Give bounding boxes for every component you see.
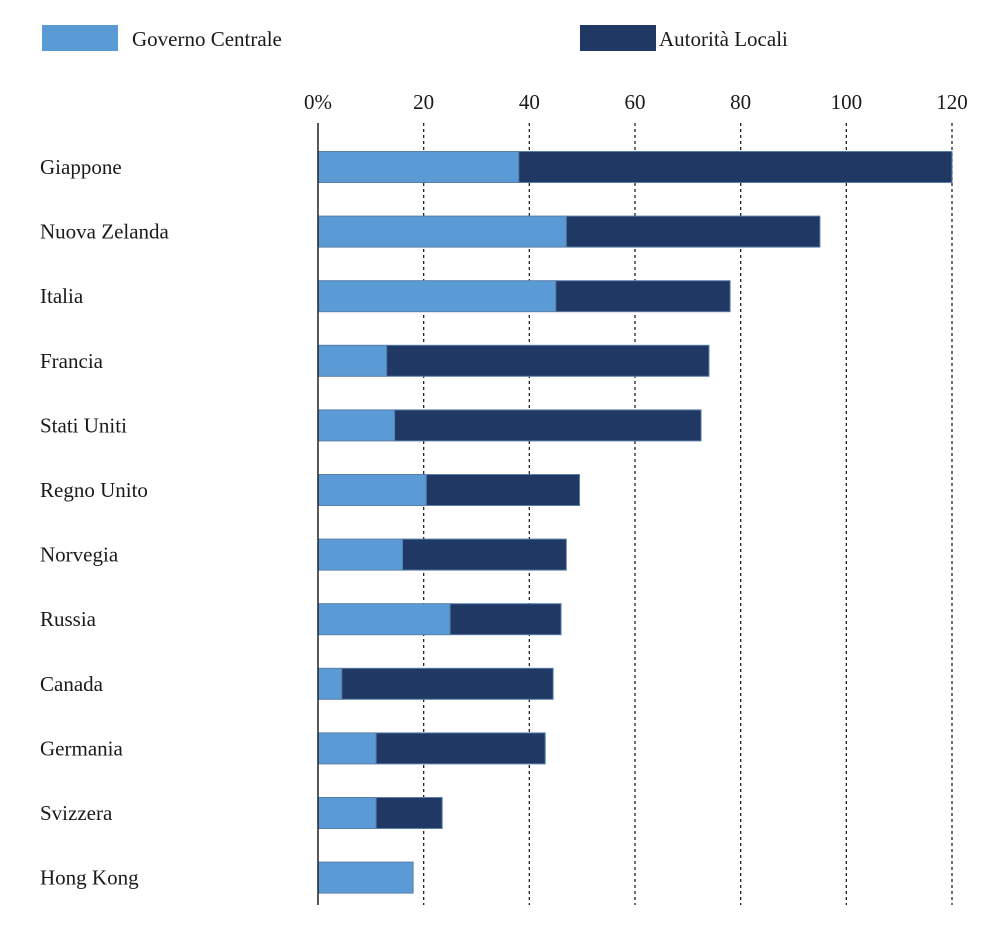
bar-hong-kong-governo-centrale	[317, 861, 414, 894]
grid	[423, 123, 953, 905]
bar-svizzera-autorita-locali	[375, 797, 443, 829]
bars	[317, 151, 953, 894]
category-label-canada: Canada	[40, 672, 104, 696]
category-label-nuova-zelanda: Nuova Zelanda	[40, 220, 170, 244]
x-axis-ticks: 0% 20 40 60 80 100 120	[304, 90, 968, 114]
x-tick-label-0: 0%	[304, 90, 332, 114]
bar-giappone-governo-centrale	[317, 151, 520, 183]
category-label-germania: Germania	[40, 736, 123, 760]
bar-nuova-zelanda-governo-centrale	[317, 215, 567, 248]
legend: Governo Centrale Autorità Locali	[42, 25, 788, 51]
bar-svizzera-governo-centrale	[317, 797, 377, 829]
bar-francia-governo-centrale	[317, 344, 388, 377]
x-tick-label-80: 80	[730, 90, 751, 114]
x-tick-label-40: 40	[519, 90, 540, 114]
category-label-francia: Francia	[40, 349, 104, 373]
bar-regno-unito-autorita-locali	[425, 474, 581, 506]
category-label-svizzera: Svizzera	[40, 801, 113, 825]
bar-germania-governo-centrale	[317, 732, 377, 765]
x-tick-label-60: 60	[625, 90, 646, 114]
category-label-italia: Italia	[40, 284, 84, 308]
category-label-russia: Russia	[40, 607, 97, 631]
legend-label-autorita-locali: Autorità Locali	[659, 27, 788, 51]
legend-swatch-autorita-locali	[580, 25, 656, 51]
bar-russia-autorita-locali	[449, 603, 562, 636]
bar-norvegia-governo-centrale	[317, 538, 404, 571]
bar-italia-autorita-locali	[555, 280, 731, 313]
bar-norvegia-autorita-locali	[402, 538, 567, 571]
category-label-giappone: Giappone	[40, 155, 122, 179]
bar-nuova-zelanda-autorita-locali	[565, 215, 821, 248]
bar-regno-unito-governo-centrale	[317, 474, 427, 506]
bar-stati-uniti-governo-centrale	[317, 409, 396, 442]
bar-canada-governo-centrale	[317, 667, 343, 700]
category-labels: Giappone Nuova Zelanda Italia Francia Stati …	[40, 155, 170, 890]
bar-italia-governo-centrale	[317, 280, 557, 313]
x-tick-label-120: 120	[936, 90, 968, 114]
category-label-stati-uniti: Stati Uniti	[40, 413, 127, 437]
bar-canada-autorita-locali	[341, 667, 554, 700]
bar-germania-autorita-locali	[375, 732, 546, 765]
category-label-regno-unito: Regno Unito	[40, 478, 148, 502]
x-tick-label-100: 100	[831, 90, 863, 114]
legend-label-governo-centrale: Governo Centrale	[132, 27, 282, 51]
category-label-hong-kong: Hong Kong	[40, 866, 139, 890]
bar-giappone-autorita-locali	[518, 151, 953, 183]
category-label-norvegia: Norvegia	[40, 543, 119, 567]
legend-swatch-governo-centrale	[42, 25, 118, 51]
bar-russia-governo-centrale	[317, 603, 451, 636]
bar-francia-autorita-locali	[386, 344, 710, 377]
bar-stati-uniti-autorita-locali	[394, 409, 702, 442]
x-tick-label-20: 20	[413, 90, 434, 114]
